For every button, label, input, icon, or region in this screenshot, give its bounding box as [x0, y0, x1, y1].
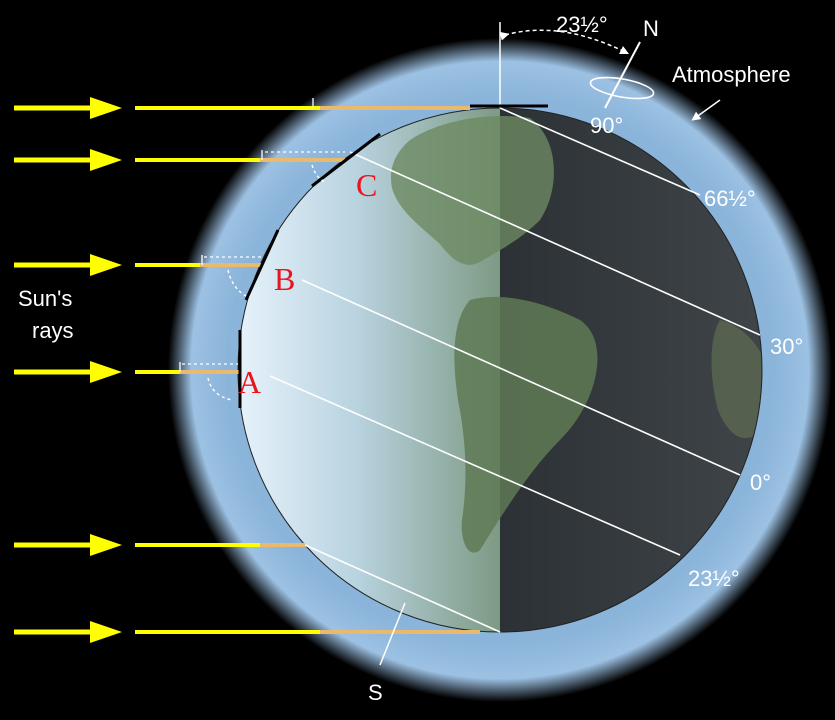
ray-3	[14, 229, 280, 301]
south-america-landmass	[454, 296, 598, 553]
ray-6	[14, 621, 480, 643]
sun-rays-label-2: rays	[32, 318, 74, 343]
ray-arrow-icon	[90, 254, 122, 276]
ray-arrow-icon	[90, 361, 122, 383]
ray-arrow-icon	[90, 149, 122, 171]
point-label-c: C	[356, 167, 377, 203]
earth-globe	[238, 108, 762, 632]
latitude-line-south	[304, 544, 501, 633]
south-pole-label: S	[368, 680, 383, 705]
sun-rays-label-1: Sun's	[18, 286, 72, 311]
latitude-line-30	[349, 151, 761, 336]
ray-5	[14, 534, 305, 556]
rotation-axis	[604, 41, 641, 109]
latitude-label-0: 0°	[750, 470, 771, 495]
atmosphere-pointer	[691, 99, 721, 121]
south-pole-pointer	[379, 602, 406, 666]
angle-arc-c	[311, 164, 326, 183]
angle-arc-b	[227, 269, 247, 297]
sun-rays	[14, 97, 548, 643]
tilt-angle-label: 23½°	[556, 12, 608, 37]
tilt-angle-arc	[499, 29, 630, 55]
ray-arrow-icon	[90, 97, 122, 119]
latitude-label-66: 66½°	[704, 186, 756, 211]
latitude-line-23	[269, 375, 681, 556]
atmosphere-label: Atmosphere	[672, 62, 791, 87]
north-america-landmass	[390, 116, 554, 265]
point-label-b: B	[274, 261, 295, 297]
latitude-label-30: 30°	[770, 334, 803, 359]
surface-tangent-b	[244, 229, 280, 301]
ray-4	[14, 330, 242, 408]
latitude-label-90: 90°	[590, 113, 623, 138]
africa-landmass	[711, 320, 762, 439]
ray-arrow-icon	[90, 534, 122, 556]
surface-tangent-c	[311, 132, 381, 188]
ray-1	[14, 97, 548, 119]
angle-arc-a	[207, 377, 233, 401]
ray-2	[14, 132, 381, 188]
point-label-a: A	[238, 364, 261, 400]
latitude-line-0	[301, 279, 741, 476]
latitude-line-66	[499, 107, 701, 196]
ray-arrow-icon	[90, 621, 122, 643]
latitude-label-23: 23½°	[688, 566, 740, 591]
rotation-arrow-icon	[589, 76, 655, 100]
north-pole-label: N	[643, 16, 659, 41]
